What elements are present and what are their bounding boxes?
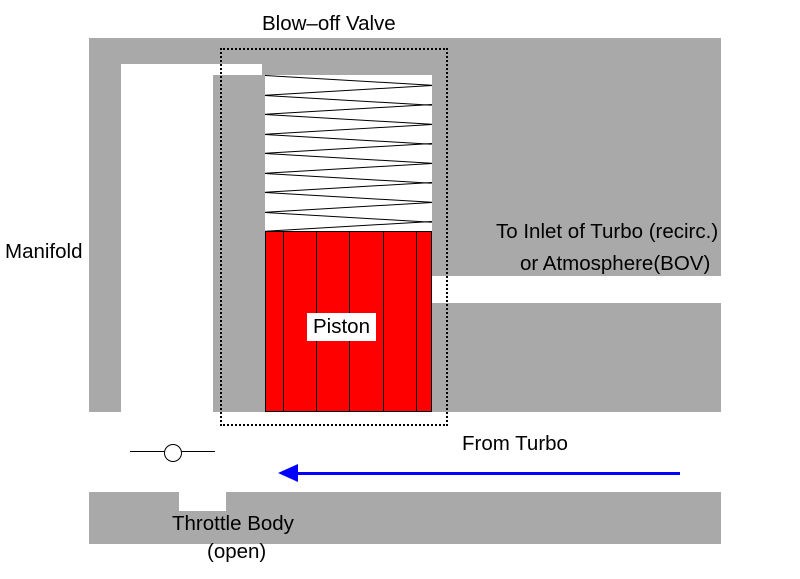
body-block: [432, 75, 721, 276]
body-block: [89, 492, 179, 512]
flow-arrow-line: [296, 472, 680, 475]
label-outlet1: To Inlet of Turbo (recirc.): [496, 220, 718, 244]
body-block: [89, 63, 121, 75]
label-throttle2: (open): [207, 540, 266, 564]
body-block: [432, 345, 721, 412]
flow-arrow-head-icon: [278, 464, 298, 482]
label-fromturbo: From Turbo: [462, 432, 568, 456]
body-block: [432, 303, 721, 346]
body-block: [89, 345, 121, 412]
bov-outline: [220, 48, 448, 426]
diagram-stage: Blow–off Valve Manifold Piston To Inlet of …: [0, 0, 800, 579]
label-title: Blow–off Valve: [262, 12, 396, 36]
label-piston: Piston: [307, 313, 376, 341]
label-manifold: Manifold: [5, 240, 83, 264]
body-block: [226, 492, 721, 512]
label-throttle1: Throttle Body: [172, 512, 294, 536]
label-outlet2: or Atmosphere(BOV): [520, 252, 710, 276]
throttle-plate-icon: [164, 444, 182, 462]
